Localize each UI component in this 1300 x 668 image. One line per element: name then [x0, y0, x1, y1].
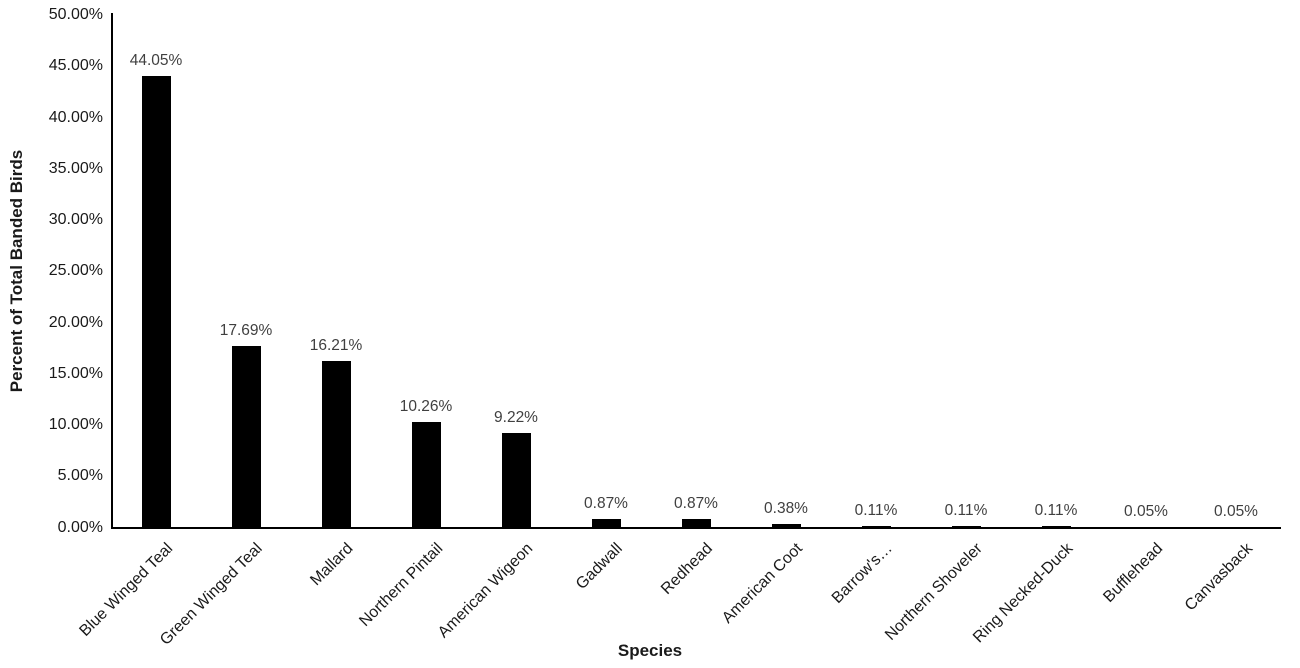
x-category-label: Barrow's…: [829, 540, 897, 607]
bar-value-label: 0.87%: [584, 494, 628, 512]
bar: [771, 523, 801, 528]
x-category-label: Ring Necked-Duck: [969, 540, 1077, 647]
y-tick-label: 40.00%: [48, 108, 103, 126]
bar-value-label: 0.11%: [1034, 502, 1078, 520]
y-tick-label: 50.00%: [48, 6, 103, 23]
bar: [321, 361, 351, 528]
bar: [681, 518, 711, 528]
x-category-label: Gadwall: [573, 540, 627, 593]
bar-value-label: 9.22%: [494, 408, 538, 426]
y-tick-label: 25.00%: [48, 262, 103, 280]
bar: [141, 75, 171, 528]
bar-value-label: 16.21%: [309, 337, 363, 355]
x-category-label: Bufflehead: [1100, 540, 1167, 606]
y-tick-label: 35.00%: [48, 159, 103, 177]
bar-value-label: 0.11%: [854, 502, 898, 520]
bar-value-label: 10.26%: [399, 398, 453, 416]
y-tick-label: 45.00%: [48, 57, 103, 75]
x-axis-line: [111, 527, 1281, 529]
x-category-label: American Wigeon: [434, 540, 537, 642]
y-tick-label: 5.00%: [57, 467, 103, 485]
bar-value-label: 0.87%: [674, 494, 718, 512]
y-axis-line: [111, 13, 113, 528]
x-category-label: Mallard: [306, 540, 357, 590]
bar: [411, 422, 441, 528]
bar: [1041, 526, 1071, 528]
bar: [501, 432, 531, 528]
y-tick-label: 0.00%: [57, 518, 103, 536]
bar: [231, 346, 261, 528]
x-category-label: American Coot: [719, 540, 807, 627]
x-axis-title: Species: [617, 641, 683, 660]
bar-value-label: 44.05%: [129, 51, 183, 69]
x-category-label: Northern Pintail: [356, 540, 447, 631]
y-tick-label: 10.00%: [48, 416, 103, 433]
x-category-label: Blue Winged Teal: [76, 540, 177, 640]
bar: [1131, 526, 1161, 528]
y-tick-label: 30.00%: [48, 211, 103, 228]
bar: [591, 518, 621, 528]
bar-value-label: 0.05%: [1124, 502, 1168, 520]
x-category-label: Northern Shoveler: [882, 540, 987, 644]
x-category-label: Canvasback: [1181, 540, 1257, 615]
bar: [861, 526, 891, 528]
x-category-label: Redhead: [658, 540, 717, 598]
bar-value-label: 17.69%: [219, 322, 273, 340]
y-tick-label: 20.00%: [48, 313, 103, 331]
y-tick-label: 15.00%: [48, 364, 103, 382]
bar: [1221, 526, 1251, 528]
bar: [951, 526, 981, 528]
x-category-label: Green Winged Teal: [157, 540, 267, 649]
bar-value-label: 0.38%: [764, 499, 808, 517]
bar-value-label: 0.05%: [1214, 502, 1258, 520]
bar-value-label: 0.11%: [944, 502, 988, 520]
